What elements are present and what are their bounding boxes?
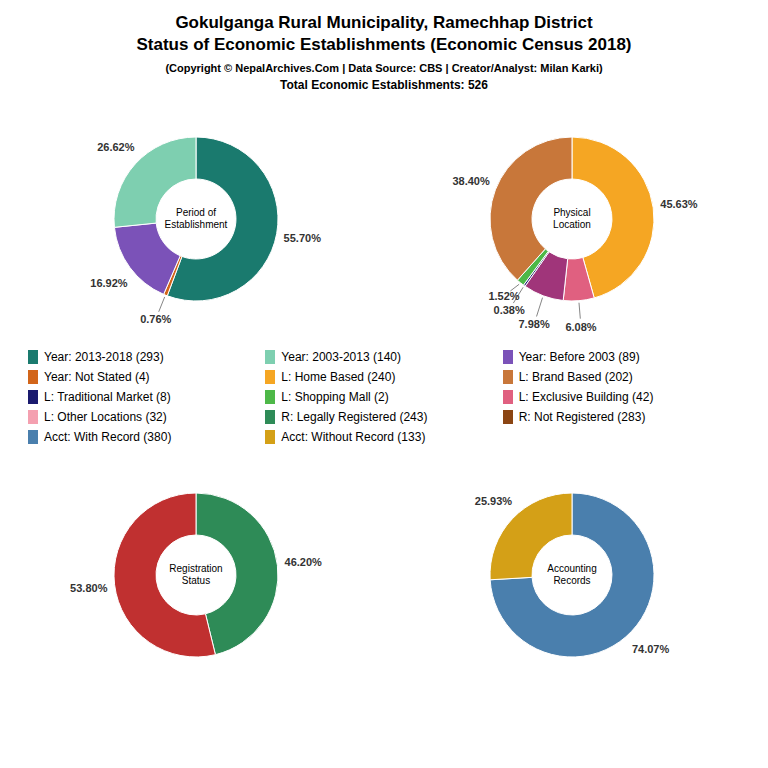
html-text:Status of Economic Establishme: Status of Economic Establishments (Econo… [136,35,632,54]
html-text:Location: Location [553,219,591,230]
svg-text:55.70%: 55.70% [284,232,322,244]
html-text:R: Legally Registered (243): R: Legally Registered (243) [281,410,428,424]
html-text:R: Not Registered (283): R: Not Registered (283) [518,410,646,424]
svg-text:45.63%: 45.63% [660,198,698,210]
svg-text:0.76%: 0.76% [140,313,171,325]
svg-text:26.62%: 26.62% [97,141,135,153]
svg-text:16.92%: 16.92% [90,277,128,289]
svg-text:7.98%: 7.98% [519,318,550,330]
html-text:Acct: Without Record (133): Acct: Without Record (133) [281,430,426,444]
html-text:Year: Not Stated (4): Year: Not Stated (4) [44,370,150,384]
html-text:Status: Status [181,575,211,586]
html-text:Physical: Physical [553,207,591,218]
html-text:Gokulganga Rural Municipality,: Gokulganga Rural Municipality, Ramechhap… [175,13,593,32]
html-text:Year: 2013-2018 (293): Year: 2013-2018 (293) [44,350,164,364]
html-text:L: Traditional Market (8): L: Traditional Market (8) [44,390,171,404]
html-text:L: Exclusive Building (42): L: Exclusive Building (42) [518,390,654,404]
html-text:L: Brand Based (202): L: Brand Based (202) [518,370,633,384]
svg-text:0.38%: 0.38% [494,304,525,316]
html-text:Accounting: Accounting [547,563,597,574]
html-text:Period of: Period of [176,207,216,218]
html-text:L: Other Locations (32): L: Other Locations (32) [44,410,167,424]
html-text:L: Home Based (240): L: Home Based (240) [281,370,396,384]
html-text:Total Economic Establishments:: Total Economic Establishments: 526 [280,78,488,92]
svg-text:53.80%: 53.80% [70,582,108,594]
svg-text:46.20%: 46.20% [285,556,323,568]
svg-text:25.93%: 25.93% [475,495,513,507]
html-text:Records: Records [553,575,591,586]
html-text:Year: Before 2003 (89): Year: Before 2003 (89) [518,350,640,364]
html-text:(Copyright © NepalArchives.Com: (Copyright © NepalArchives.Com | Data So… [165,62,603,74]
html-text:Year: 2003-2013 (140): Year: 2003-2013 (140) [281,350,401,364]
svg-text:1.52%: 1.52% [488,290,519,302]
svg-text:74.07%: 74.07% [632,643,670,655]
html-text:L: Shopping Mall (2): L: Shopping Mall (2) [281,390,389,404]
html-text:Establishment: Establishment [164,219,228,230]
html-text:Registration: Registration [169,563,223,574]
svg-text:6.08%: 6.08% [565,321,596,333]
svg-text:38.40%: 38.40% [452,175,490,187]
html-text:Acct: With Record (380): Acct: With Record (380) [44,430,172,444]
